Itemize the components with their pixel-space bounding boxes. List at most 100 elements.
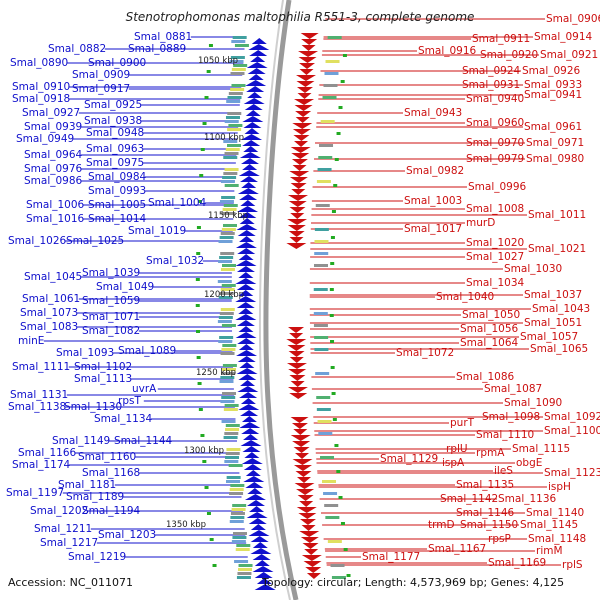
forward-gene-arrow bbox=[243, 476, 265, 482]
forward-gene-arrow bbox=[236, 302, 255, 308]
feature-tile bbox=[318, 156, 333, 159]
feature-tile bbox=[227, 144, 242, 147]
feature-tile bbox=[221, 284, 236, 287]
marker-dot bbox=[346, 574, 351, 577]
reverse-gene-label: murD bbox=[466, 217, 495, 229]
forward-gene-label: Smal_1203 bbox=[98, 529, 156, 541]
feature-tile bbox=[228, 464, 243, 467]
reverse-gene-label: ispH bbox=[548, 481, 571, 493]
feature-tile bbox=[227, 128, 242, 131]
forward-gene-arrow bbox=[235, 296, 257, 302]
marker-dot bbox=[202, 460, 207, 463]
feature-tile bbox=[325, 516, 340, 519]
reverse-gene-arrow bbox=[294, 99, 315, 105]
reverse-gene-arrow bbox=[288, 369, 307, 375]
reverse-gene-arrow bbox=[301, 45, 316, 51]
feature-tile bbox=[327, 540, 342, 543]
forward-gene-arrow bbox=[246, 500, 265, 506]
reverse-gene-label: Smal_1136 bbox=[498, 493, 557, 505]
reverse-gene-arrow bbox=[290, 213, 305, 219]
feature-tile bbox=[225, 116, 240, 119]
reverse-gene-label: Smal_0906 bbox=[546, 13, 600, 25]
feature-tile bbox=[316, 408, 331, 411]
forward-gene-label: Smal_1189 bbox=[66, 491, 124, 503]
reverse-gene-label: Smal_0960 bbox=[466, 117, 524, 129]
forward-gene-label: Smal_0976 bbox=[24, 163, 83, 175]
forward-gene-label: Smal_1005 bbox=[88, 199, 146, 211]
forward-gene-label: Smal_0993 bbox=[88, 185, 146, 197]
reverse-gene-arrow bbox=[290, 147, 311, 153]
feature-tile bbox=[320, 120, 335, 123]
forward-gene-arrow bbox=[245, 482, 264, 488]
forward-gene-arrow bbox=[254, 560, 270, 566]
forward-gene-arrow bbox=[239, 152, 261, 158]
marker-dot bbox=[197, 200, 202, 203]
reverse-gene-arrow bbox=[293, 135, 310, 141]
forward-gene-arrow bbox=[241, 416, 257, 422]
reverse-gene-arrow bbox=[296, 507, 317, 513]
reverse-gene-label: Smal_1090 bbox=[504, 397, 562, 409]
forward-gene-label: Smal_0975 bbox=[86, 157, 144, 169]
forward-gene-arrow bbox=[243, 146, 259, 152]
feature-tile bbox=[314, 252, 329, 255]
reverse-gene-arrow bbox=[290, 417, 309, 423]
reverse-gene-arrow bbox=[291, 423, 308, 429]
reverse-gene-label: Smal_1145 bbox=[520, 519, 578, 531]
feature-tile bbox=[220, 232, 235, 235]
reverse-gene-label: rpmA bbox=[476, 447, 505, 459]
forward-gene-label: Smal_0939 bbox=[24, 121, 82, 133]
feature-tile bbox=[224, 404, 239, 407]
marker-dot bbox=[334, 158, 339, 161]
forward-gene-arrow bbox=[252, 542, 268, 548]
feature-tile bbox=[221, 348, 236, 351]
forward-gene-arrow bbox=[239, 362, 255, 368]
reverse-gene-label: Smal_1037 bbox=[524, 289, 582, 301]
feature-tile bbox=[325, 60, 340, 63]
reverse-gene-arrow bbox=[292, 165, 307, 171]
feature-tile bbox=[323, 492, 338, 495]
reverse-gene-arrow bbox=[305, 567, 322, 573]
reverse-strand-genes bbox=[286, 33, 322, 579]
reverse-gene-label: Smal_1011 bbox=[528, 209, 586, 221]
feature-tile bbox=[224, 152, 239, 155]
forward-gene-arrow bbox=[243, 464, 262, 470]
marker-dot bbox=[206, 512, 211, 515]
reverse-gene-label: Smal_1027 bbox=[466, 251, 524, 263]
marker-dot bbox=[334, 444, 339, 447]
marker-dot bbox=[331, 210, 336, 213]
tick-label: 1100 kbp bbox=[204, 133, 244, 143]
feature-tile bbox=[230, 484, 245, 487]
feature-tile bbox=[218, 340, 233, 343]
marker-dot bbox=[204, 96, 209, 99]
marker-dot bbox=[195, 304, 200, 307]
forward-gene-arrow bbox=[245, 470, 261, 476]
reverse-gene-arrow bbox=[296, 81, 315, 87]
forward-gene-label: Smal_1138 bbox=[8, 401, 66, 413]
reverse-gene-label: Smal_0941 bbox=[524, 89, 582, 101]
feature-tile bbox=[220, 400, 235, 403]
reverse-gene-arrow bbox=[301, 525, 316, 531]
forward-gene-label: Smal_1219 bbox=[68, 551, 126, 563]
forward-gene-arrow bbox=[238, 326, 254, 332]
feature-tile bbox=[225, 424, 240, 427]
reverse-gene-arrow bbox=[291, 159, 308, 165]
marker-dot bbox=[338, 106, 343, 109]
forward-gene-label: rpsT bbox=[118, 395, 141, 407]
forward-gene-arrow bbox=[248, 44, 270, 50]
forward-gene-label: Smal_0909 bbox=[72, 69, 130, 81]
marker-dot bbox=[343, 548, 348, 551]
forward-gene-arrow bbox=[239, 218, 255, 224]
feature-tile bbox=[232, 504, 247, 507]
feature-tile bbox=[222, 176, 237, 179]
reverse-gene-arrow bbox=[288, 231, 305, 237]
feature-tile bbox=[224, 184, 239, 187]
marker-dot bbox=[333, 184, 338, 187]
feature-tile bbox=[221, 396, 236, 399]
feature-tile bbox=[313, 312, 328, 315]
reverse-gene-arrow bbox=[295, 453, 310, 459]
tick-label: 1050 kbp bbox=[198, 56, 238, 66]
forward-gene-arrow bbox=[240, 176, 259, 182]
feature-tile bbox=[229, 520, 244, 523]
